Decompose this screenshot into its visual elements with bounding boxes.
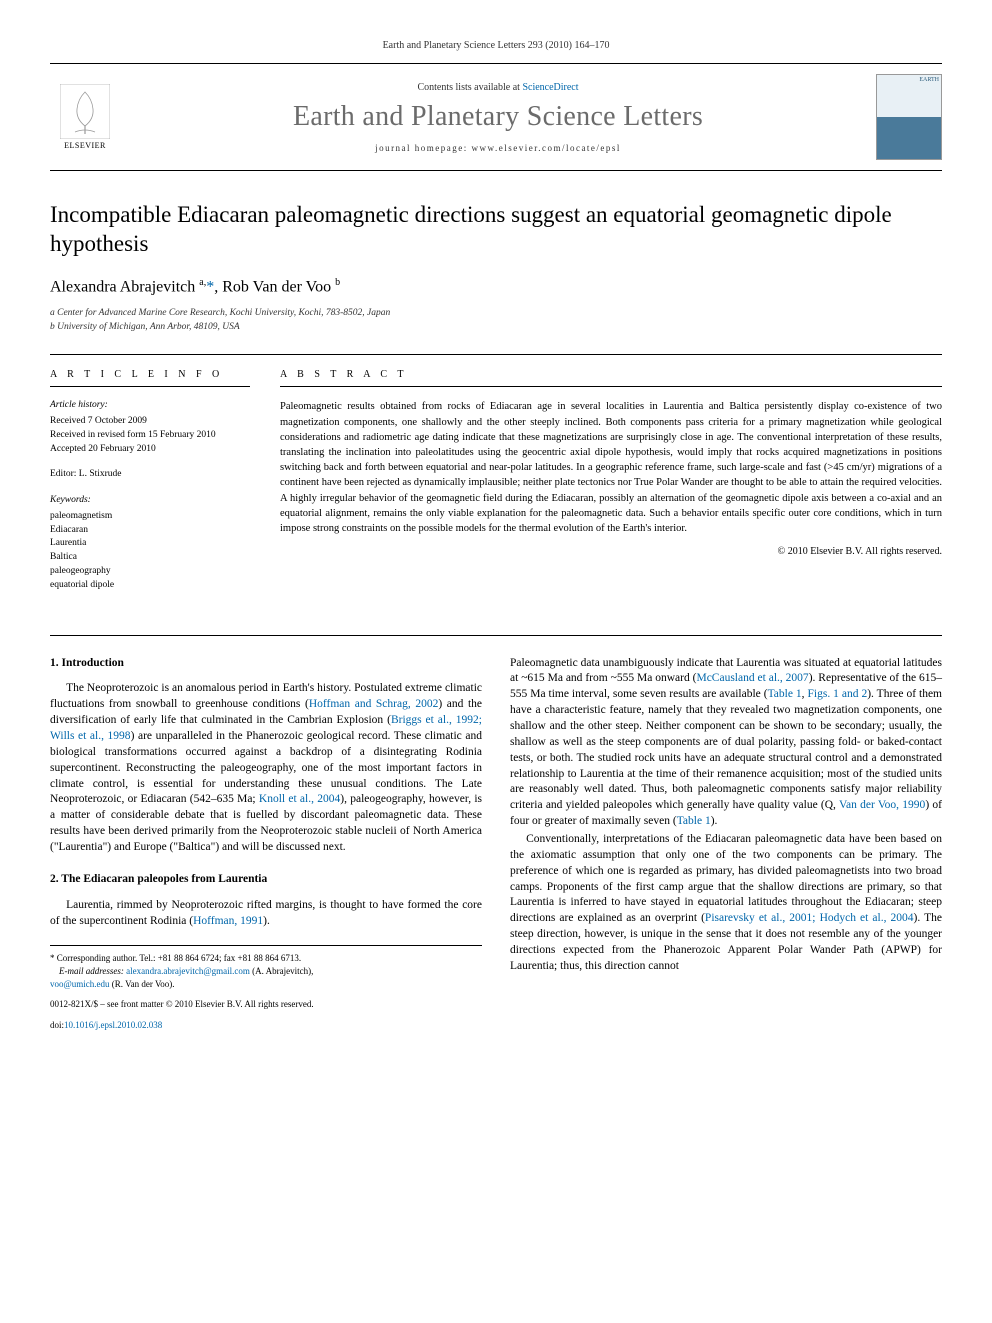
abstract-copyright: © 2010 Elsevier B.V. All rights reserved… <box>280 546 942 557</box>
journal-homepage-line: journal homepage: www.elsevier.com/locat… <box>120 143 876 153</box>
abstract-heading: A B S T R A C T <box>280 369 942 387</box>
history-revised: Received in revised form 15 February 201… <box>50 429 250 443</box>
homepage-prefix: journal homepage: <box>375 143 471 153</box>
history-received: Received 7 October 2009 <box>50 415 250 429</box>
issn-copyright: 0012-821X/$ – see front matter © 2010 El… <box>50 998 482 1011</box>
footnotes: * Corresponding author. Tel.: +81 88 864… <box>50 945 482 990</box>
elsevier-logo: ELSEVIER <box>50 78 120 156</box>
left-column: 1. Introduction The Neoproterozoic is an… <box>50 656 482 1032</box>
email-label: E-mail addresses: <box>59 966 124 976</box>
doi-line: doi:10.1016/j.epsl.2010.02.038 <box>50 1019 482 1032</box>
keyword: Ediacaran <box>50 524 250 538</box>
article-history-label: Article history: <box>50 399 250 413</box>
contents-prefix: Contents lists available at <box>417 82 522 93</box>
keyword: Laurentia <box>50 537 250 551</box>
section-2-heading: 2. The Ediacaran paleopoles from Laurent… <box>50 872 482 888</box>
journal-masthead: ELSEVIER Contents lists available at Sci… <box>50 63 942 171</box>
history-accepted: Accepted 20 February 2010 <box>50 443 250 457</box>
intro-paragraph: The Neoproterozoic is an anomalous perio… <box>50 681 482 855</box>
keywords-label: Keywords: <box>50 494 250 508</box>
col2-paragraph-1: Paleomagnetic data unambiguously indicat… <box>510 656 942 830</box>
section-1-heading: 1. Introduction <box>50 656 482 672</box>
email2-who: (R. Van der Voo). <box>110 979 175 989</box>
keyword: paleomagnetism <box>50 510 250 524</box>
editor-line: Editor: L. Stixrude <box>50 468 250 482</box>
affiliation-a: a Center for Advanced Marine Core Resear… <box>50 306 942 320</box>
journal-title-banner: Earth and Planetary Science Letters <box>120 101 876 133</box>
author-email-1[interactable]: alexandra.abrajevitch@gmail.com <box>126 966 250 976</box>
author-email-2[interactable]: voo@umich.edu <box>50 979 110 989</box>
corresponding-author: * Corresponding author. Tel.: +81 88 864… <box>50 952 482 965</box>
contents-lists-line: Contents lists available at ScienceDirec… <box>120 82 876 93</box>
sciencedirect-link[interactable]: ScienceDirect <box>522 82 578 93</box>
keyword: Baltica <box>50 551 250 565</box>
body-two-column: 1. Introduction The Neoproterozoic is an… <box>50 635 942 1032</box>
abstract-text: Paleomagnetic results obtained from rock… <box>280 399 942 536</box>
keyword: paleogeography <box>50 565 250 579</box>
article-info-panel: A R T I C L E I N F O Article history: R… <box>50 369 250 604</box>
author-list: Alexandra Abrajevitch a,*, Rob Van der V… <box>50 277 942 296</box>
col2-paragraph-2: Conventionally, interpretations of the E… <box>510 832 942 975</box>
article-info-heading: A R T I C L E I N F O <box>50 369 250 387</box>
affiliation-b: b University of Michigan, Ann Arbor, 481… <box>50 320 942 334</box>
running-header: Earth and Planetary Science Letters 293 … <box>50 40 942 51</box>
cover-label: EARTH <box>879 77 939 83</box>
doi-label: doi: <box>50 1020 64 1030</box>
elsevier-label: ELSEVIER <box>64 141 106 150</box>
section-2-paragraph: Laurentia, rimmed by Neoproterozoic rift… <box>50 898 482 930</box>
affiliations: a Center for Advanced Marine Core Resear… <box>50 306 942 335</box>
article-title: Incompatible Ediacaran paleomagnetic dir… <box>50 201 942 259</box>
keyword: equatorial dipole <box>50 579 250 593</box>
journal-cover-thumbnail: EARTH <box>876 74 942 160</box>
abstract-panel: A B S T R A C T Paleomagnetic results ob… <box>280 369 942 604</box>
right-column: Paleomagnetic data unambiguously indicat… <box>510 656 942 1032</box>
elsevier-tree-icon <box>60 84 110 139</box>
homepage-url: www.elsevier.com/locate/epsl <box>472 143 621 153</box>
email1-who: (A. Abrajevitch), <box>250 966 313 976</box>
doi-link[interactable]: 10.1016/j.epsl.2010.02.038 <box>64 1020 162 1030</box>
